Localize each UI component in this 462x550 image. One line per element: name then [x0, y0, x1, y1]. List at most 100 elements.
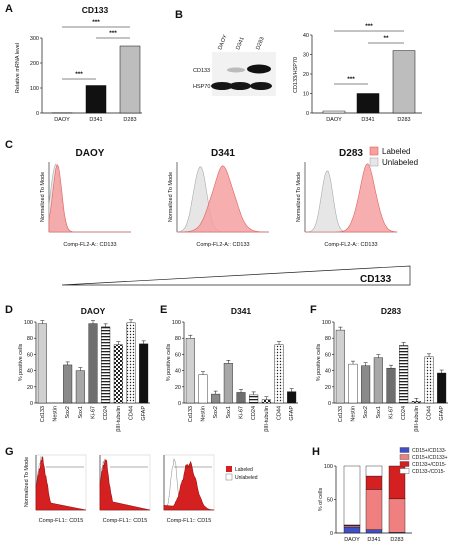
panel-label-e: E	[160, 304, 167, 316]
b-ytick-label: 20	[303, 72, 309, 78]
a-sig-2: ***	[109, 30, 117, 37]
bar	[126, 322, 136, 404]
panel-h-chart: % of cells 0 50 100 DAOY D341 D283 CD15+/CD133-…	[318, 447, 448, 543]
c-xlabel: Comp-FL2-A:: CD133	[63, 242, 116, 248]
c-plot-title: D341	[211, 148, 235, 159]
g-ylabel: Normalized To Mode	[24, 457, 30, 507]
xtick-label: GFAP	[439, 406, 445, 421]
blot-lane-daoy: DAOY	[217, 34, 229, 51]
h-stack-segment	[365, 465, 383, 477]
xtick-label: Nestin	[200, 406, 206, 422]
xtick-label: βIII-tubulin	[116, 406, 122, 432]
blot-row-cd133: CD133	[193, 68, 210, 74]
panel-label-d: D	[5, 304, 13, 316]
xtick-label: βIII-tubulin	[414, 406, 420, 432]
ytick-label: 100	[322, 320, 331, 326]
blot-band-cd133-d283	[247, 64, 271, 74]
blot-lane-d341: D341	[235, 36, 245, 50]
bar	[236, 392, 246, 404]
xtick-label: Sox2	[363, 406, 369, 419]
a-xtick-label: D341	[89, 117, 102, 123]
gradient-label: CD133	[360, 274, 392, 285]
h-stack-segment	[343, 526, 361, 534]
ylabel: % positive cells	[18, 343, 24, 381]
b-ytick-label: 30	[303, 53, 309, 59]
g-legend-unlabeled: Unlabeled	[235, 475, 258, 481]
a-sig-3: ***	[92, 19, 100, 26]
c2-labeled-hist	[305, 163, 398, 233]
h-legend-swatch	[399, 454, 410, 460]
c-ylabel: Normalized To Mode	[168, 172, 174, 222]
h-ytick-label: 100	[324, 464, 333, 470]
xtick-label: Ki-67	[238, 406, 244, 419]
b-xtick-label: DAOY	[326, 117, 342, 123]
h-legend-swatch	[399, 447, 410, 453]
ytick-label: 20	[325, 385, 331, 391]
panel-title: DAOY	[81, 306, 106, 316]
panel-a-title: CD133	[82, 5, 109, 15]
ytick-label: 20	[175, 385, 181, 391]
h-legend-label: CD15+/CD133-	[412, 448, 447, 454]
g-xlabel: Comp-FL1:: CD15	[39, 518, 84, 524]
panel-a-chart: CD133 Relative mRNA level 0 100 200 300 DAOY…	[15, 5, 142, 123]
legend-swatch-labeled	[369, 146, 379, 156]
h-xtick-label: DAOY	[344, 537, 360, 543]
b-xtick-label: D341	[361, 117, 374, 123]
h-legend-swatch	[399, 468, 410, 474]
bar	[287, 391, 297, 404]
g2-labeled-hist	[163, 460, 215, 511]
blot-lane-d283: D283	[255, 36, 265, 50]
ytick-label: 0	[30, 401, 33, 407]
ytick-label: 40	[27, 369, 33, 375]
panel-label-c: C	[5, 139, 13, 151]
a-xtick-label: D283	[123, 117, 136, 123]
ylabel: % positive cells	[316, 343, 322, 381]
g0-labeled-hist	[35, 456, 87, 511]
h-legend-label: CD133-/CD15-	[412, 469, 445, 475]
a-ytick-label: 300	[30, 36, 39, 42]
blot-band-cd133-d341	[227, 67, 245, 73]
a-bar	[119, 45, 141, 114]
a-ytick-label: 0	[36, 111, 39, 117]
bar	[249, 394, 259, 404]
xtick-label: Sox1	[78, 406, 84, 419]
bar	[373, 357, 383, 404]
ytick-label: 0	[178, 401, 181, 407]
panel-d-chart: DAOY % positive cells 0 20 40 60 80 100 Cd133 Nes…	[18, 306, 150, 432]
c-plot-title: DAOY	[76, 148, 105, 159]
bar	[348, 363, 358, 404]
xtick-label: Cd133	[338, 406, 344, 422]
c-xlabel: Comp-FL2-A:: CD133	[196, 242, 249, 248]
legend-unlabeled: Unlabeled	[382, 158, 418, 167]
xtick-label: Cd133	[188, 406, 194, 422]
b-bar	[322, 110, 346, 114]
ytick-label: 40	[325, 369, 331, 375]
h-legend-swatch	[399, 461, 410, 467]
xtick-label: CD24	[401, 406, 407, 420]
xtick-label: CD44	[426, 406, 432, 420]
h-xtick-label: D283	[390, 537, 403, 543]
bar	[139, 343, 149, 404]
c-ylabel: Normalized To Mode	[296, 172, 302, 222]
bar	[386, 367, 396, 404]
xtick-label: CD24	[103, 406, 109, 420]
xtick-label: Cd133	[40, 406, 46, 422]
h-stack-segment	[365, 475, 383, 490]
bar	[88, 323, 98, 404]
ytick-label: 0	[328, 401, 331, 407]
bar	[185, 338, 195, 404]
panel-g-histograms: Comp-FL1:: CD15 Comp-FL1:: CD15 Comp-FL1::…	[24, 454, 215, 524]
c-plot-title: D283	[339, 148, 363, 159]
g1-labeled-hist	[99, 458, 151, 511]
b-sig-3: ***	[365, 23, 373, 30]
western-blot: CD133 HSP70 DAOY D341 D283	[193, 34, 276, 96]
ytick-label: 60	[325, 352, 331, 358]
b-sig-2: **	[383, 35, 389, 42]
blot-band-hsp70-d341	[229, 82, 251, 90]
h-xtick-label: D341	[367, 537, 380, 543]
bar	[399, 345, 409, 404]
panel-b-ylabel: CD133/HSP70	[293, 57, 299, 93]
c-xlabel: Comp-FL2-A:: CD133	[324, 242, 377, 248]
a-ytick-label: 200	[30, 61, 39, 67]
